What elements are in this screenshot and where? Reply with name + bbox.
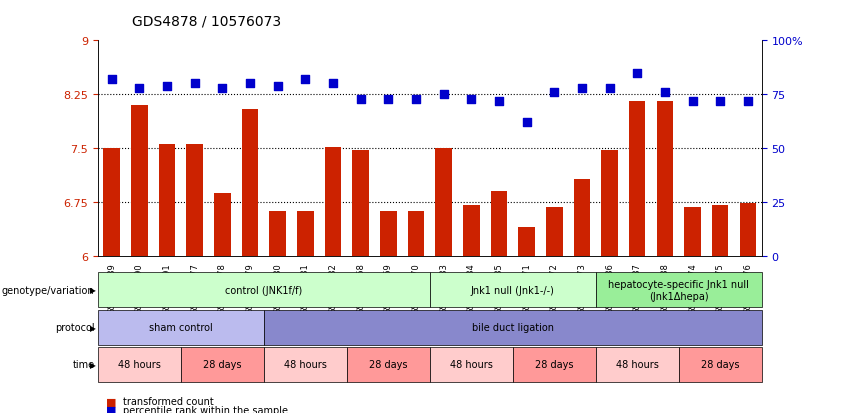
- Point: [603, 85, 616, 92]
- Text: genotype/variation: genotype/variation: [2, 285, 94, 295]
- Text: 28 days: 28 days: [203, 359, 242, 370]
- Point: [547, 90, 561, 96]
- Bar: [490, 192, 507, 256]
- Text: 48 hours: 48 hours: [616, 359, 659, 370]
- Point: [354, 96, 368, 102]
- Bar: [740, 204, 756, 256]
- Point: [299, 77, 312, 83]
- Bar: [656, 102, 673, 256]
- Point: [713, 98, 727, 105]
- Bar: [518, 228, 534, 256]
- Bar: [463, 206, 479, 256]
- Text: Jnk1 null (Jnk1-/-): Jnk1 null (Jnk1-/-): [471, 285, 555, 295]
- Bar: [684, 207, 700, 256]
- Point: [381, 96, 395, 102]
- Point: [575, 85, 589, 92]
- Point: [326, 81, 340, 88]
- Bar: [324, 147, 341, 256]
- Bar: [601, 151, 618, 256]
- Point: [271, 83, 284, 90]
- Text: time: time: [72, 359, 94, 370]
- Bar: [214, 193, 231, 256]
- Bar: [158, 145, 175, 256]
- Point: [686, 98, 700, 105]
- Bar: [408, 212, 424, 256]
- Point: [133, 85, 146, 92]
- Text: ▶: ▶: [90, 323, 96, 332]
- Text: GDS4878 / 10576073: GDS4878 / 10576073: [132, 15, 281, 29]
- Text: ▶: ▶: [90, 286, 96, 294]
- Bar: [104, 149, 120, 256]
- Bar: [629, 102, 645, 256]
- Text: transformed count: transformed count: [123, 396, 214, 406]
- Text: bile duct ligation: bile duct ligation: [471, 322, 554, 332]
- Text: 28 days: 28 days: [535, 359, 574, 370]
- Bar: [186, 145, 203, 256]
- Text: 28 days: 28 days: [701, 359, 740, 370]
- Text: 48 hours: 48 hours: [450, 359, 493, 370]
- Point: [631, 70, 644, 77]
- Point: [409, 96, 423, 102]
- Point: [741, 98, 755, 105]
- Bar: [574, 180, 590, 256]
- Point: [105, 77, 118, 83]
- Point: [188, 81, 202, 88]
- Point: [437, 92, 450, 98]
- Text: 48 hours: 48 hours: [284, 359, 327, 370]
- Point: [520, 120, 534, 126]
- Bar: [352, 151, 368, 256]
- Bar: [131, 106, 148, 256]
- Bar: [435, 149, 452, 256]
- Text: 48 hours: 48 hours: [118, 359, 161, 370]
- Bar: [545, 207, 563, 256]
- Point: [160, 83, 174, 90]
- Text: hepatocyte-specific Jnk1 null
(Jnk1Δhepa): hepatocyte-specific Jnk1 null (Jnk1Δhepa…: [608, 279, 749, 301]
- Text: 28 days: 28 days: [369, 359, 408, 370]
- Point: [215, 85, 229, 92]
- Text: ■: ■: [106, 396, 117, 406]
- Bar: [269, 212, 286, 256]
- Text: control (JNK1f/f): control (JNK1f/f): [226, 285, 302, 295]
- Text: protocol: protocol: [54, 322, 94, 332]
- Point: [492, 98, 505, 105]
- Point: [465, 96, 478, 102]
- Text: percentile rank within the sample: percentile rank within the sample: [123, 405, 288, 413]
- Text: ■: ■: [106, 405, 117, 413]
- Text: ▶: ▶: [90, 360, 96, 369]
- Text: sham control: sham control: [149, 322, 213, 332]
- Point: [243, 81, 257, 88]
- Bar: [711, 206, 728, 256]
- Bar: [297, 212, 313, 256]
- Bar: [242, 109, 258, 256]
- Point: [658, 90, 671, 96]
- Bar: [380, 212, 397, 256]
